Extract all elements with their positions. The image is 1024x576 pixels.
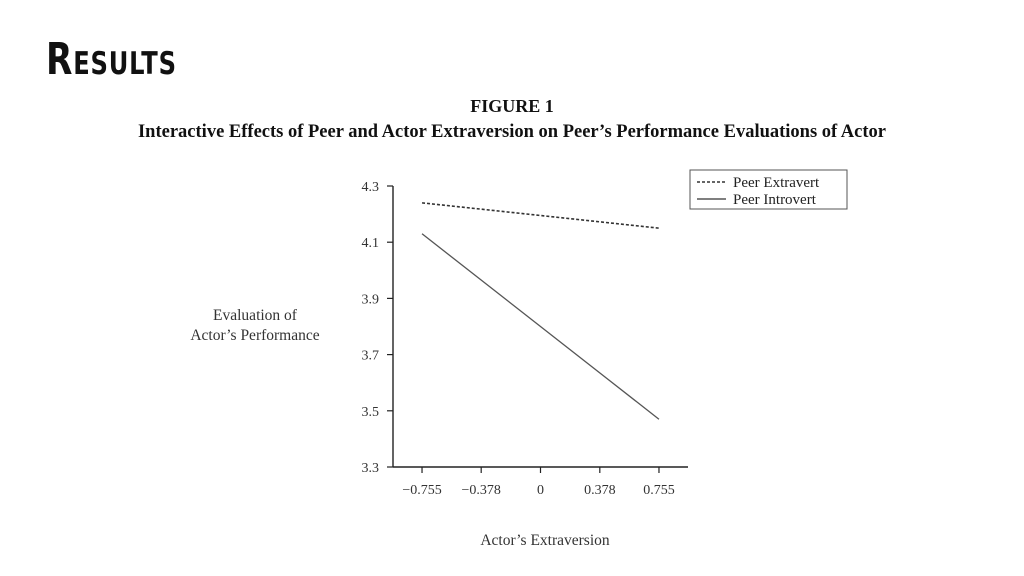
y-tick-label: 3.3 [362, 461, 380, 476]
legend-label: Peer Extravert [733, 175, 820, 191]
y-tick-label: 4.3 [362, 180, 380, 195]
legend-label: Peer Introvert [733, 192, 817, 208]
figure-label: FIGURE 1 [470, 96, 554, 116]
x-tick-label: −0.378 [461, 483, 500, 498]
y-axis-label-line2: Actor’s Performance [190, 327, 320, 344]
y-tick-label: 4.1 [362, 236, 380, 251]
figure-caption: Interactive Effects of Peer and Actor Ex… [137, 122, 886, 142]
x-tick-label: −0.755 [402, 483, 441, 498]
x-tick-label: 0 [537, 483, 544, 498]
series-group [421, 202, 660, 420]
series-line-peer-introvert [421, 233, 660, 420]
y-tick-label: 3.7 [362, 349, 380, 364]
legend-box [689, 169, 848, 210]
x-tick-label: 0.755 [643, 483, 675, 498]
x-tick-label: 0.378 [584, 483, 616, 498]
y-axis-label: Evaluation of Actor’s Performance [160, 306, 350, 346]
y-tick-label: 3.9 [362, 292, 380, 307]
axes: 3.3 3.5 3.7 3.9 4.1 4.3 −0.755 −0.378 0 0.378 0.75… [362, 180, 688, 498]
slide-title: Results [46, 34, 177, 85]
x-axis-label: Actor’s Extraversion [480, 532, 610, 549]
series-line-peer-extravert [421, 202, 660, 229]
y-tick-label: 3.5 [362, 405, 380, 420]
y-axis-label-line1: Evaluation of [213, 307, 297, 324]
